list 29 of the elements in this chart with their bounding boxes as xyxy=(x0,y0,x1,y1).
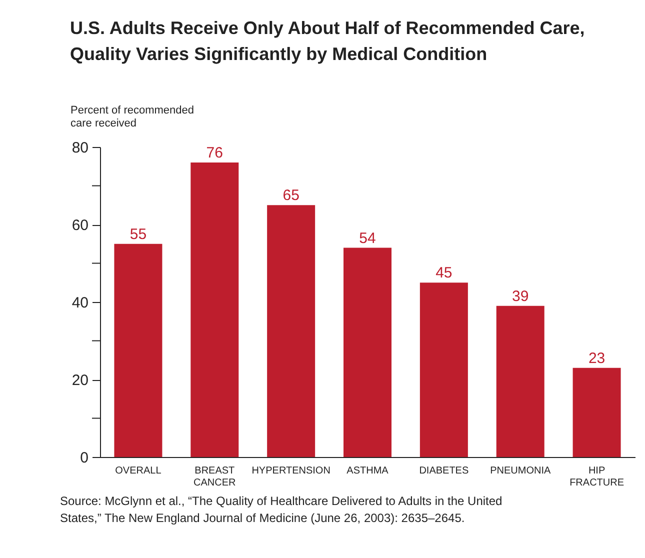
data-label: 55 xyxy=(130,226,147,243)
x-tick-label: OVERALL xyxy=(115,466,162,476)
data-label: 54 xyxy=(359,230,376,247)
bar xyxy=(420,282,468,457)
x-tick-label: BREAST CANCER xyxy=(194,466,236,488)
y-tick-label: 60 xyxy=(72,217,88,234)
bar xyxy=(496,306,544,457)
y-tick-label: 80 xyxy=(72,140,88,156)
chart-title: U.S. Adults Receive Only About Half of Recommended Care, Quality Varies Significantly by Medical Condition xyxy=(70,18,585,64)
bar xyxy=(190,162,239,457)
x-tick-label: DIABETES xyxy=(419,466,469,476)
source-note: Source: McGlynn et al., “The Quality of Healthcare Delivered to Adults in the United States,” The New England Journal of Medicine (June 26, 2003): 2635–2645. xyxy=(60,494,502,525)
data-label: 23 xyxy=(588,350,606,367)
y-tick-label: 40 xyxy=(72,294,88,312)
data-label: 45 xyxy=(436,264,452,282)
data-label: 65 xyxy=(282,187,300,204)
y-tick-label: 20 xyxy=(72,372,88,389)
bar xyxy=(344,248,392,457)
bar xyxy=(114,244,162,457)
x-tick-label: HIP FRACTURE xyxy=(570,466,624,488)
data-label: 76 xyxy=(206,144,223,162)
y-axis-title: Percent of recommended care received xyxy=(70,104,194,130)
bar xyxy=(572,368,621,457)
data-label: 39 xyxy=(512,288,529,305)
y-tick-label: 0 xyxy=(80,450,88,466)
bar xyxy=(267,205,316,457)
x-tick-label: HYPERTENSION xyxy=(252,466,330,476)
x-tick-label: ASTHMA xyxy=(346,466,389,476)
x-tick-label: PNEUMONIA xyxy=(490,466,551,476)
